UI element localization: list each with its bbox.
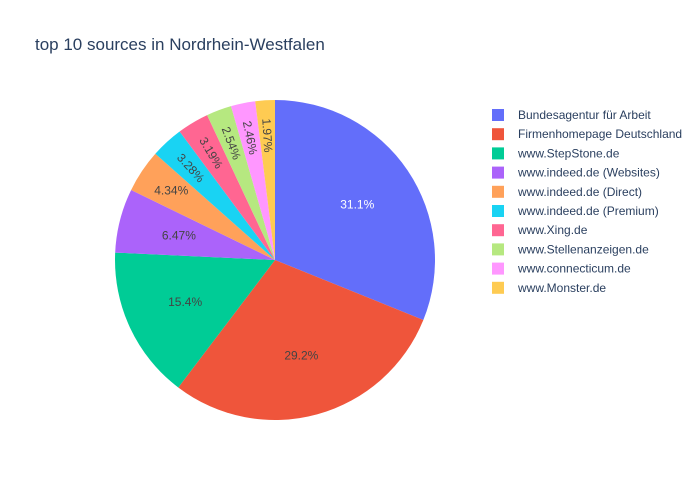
pie-slice-bundesagentur-f-r-arbeit[interactable]: [275, 100, 436, 320]
legend-swatch: [492, 281, 504, 294]
legend-swatch: [492, 185, 504, 198]
pie-slice-firmenhomepage-deutschland[interactable]: [178, 260, 424, 421]
chart-title: top 10 sources in Nordrhein-Westfalen: [35, 35, 325, 54]
legend-swatch: [492, 128, 504, 141]
slice-label-firmenhomepage-deutschland: 29.2%: [284, 349, 318, 363]
legend-swatch: [492, 243, 504, 256]
legend-item-www-monster-de[interactable]: www.Monster.de: [492, 281, 606, 295]
legend-label: www.indeed.de (Websites): [517, 166, 660, 180]
pie-slice-www-xing-de[interactable]: [179, 115, 275, 261]
pie-slice-www-indeed-de-websites[interactable]: [115, 189, 275, 260]
legend-item-www-indeed-de-premium[interactable]: www.indeed.de (Premium): [492, 204, 659, 218]
legend-item-www-indeed-de-direct[interactable]: www.indeed.de (Direct): [492, 185, 642, 199]
pie-slices: [115, 100, 436, 421]
pie-slice-www-connecticum-de[interactable]: [231, 101, 275, 260]
pie-slice-www-stepstone-de[interactable]: [115, 252, 275, 388]
legend-item-www-xing-de[interactable]: www.Xing.de: [492, 223, 588, 237]
slice-label-www-indeed-de-direct: 4.34%: [154, 184, 188, 198]
legend-item-www-stepstone-de[interactable]: www.StepStone.de: [492, 146, 620, 160]
slice-label-www-connecticum-de: 2.46%: [240, 120, 261, 156]
slice-label-bundesagentur-f-r-arbeit: 31.1%: [340, 198, 374, 212]
pie-slice-www-indeed-de-direct[interactable]: [131, 153, 275, 260]
legend-swatch: [492, 262, 504, 275]
slice-label-www-monster-de: 1.97%: [259, 118, 275, 153]
legend-label: www.indeed.de (Direct): [517, 185, 642, 199]
legend-swatch: [492, 166, 504, 179]
legend-item-www-indeed-de-websites[interactable]: www.indeed.de (Websites): [492, 166, 660, 180]
legend-swatch: [492, 147, 504, 160]
slice-label-www-stepstone-de: 15.4%: [168, 295, 202, 309]
legend-item-firmenhomepage-deutschland[interactable]: Firmenhomepage Deutschland: [492, 127, 682, 141]
legend-swatch: [492, 109, 504, 121]
legend-swatch: [492, 224, 504, 237]
legend-label: www.Stellenanzeigen.de: [517, 242, 649, 256]
legend-label: Bundesagentur für Arbeit: [518, 108, 651, 122]
legend-label: www.Monster.de: [517, 281, 606, 295]
legend-swatch: [492, 205, 504, 217]
pie-slice-www-indeed-de-premium[interactable]: [155, 131, 275, 260]
slice-label-www-indeed-de-websites: 6.47%: [162, 228, 196, 242]
pie-slice-www-monster-de[interactable]: [255, 100, 275, 260]
legend-label: www.indeed.de (Premium): [517, 204, 659, 218]
legend-item-www-stellenanzeigen-de[interactable]: www.Stellenanzeigen.de: [492, 242, 649, 256]
legend-item-bundesagentur-f-r-arbeit[interactable]: Bundesagentur für Arbeit: [492, 108, 651, 122]
legend-label: www.connecticum.de: [517, 262, 631, 276]
legend-label: www.Xing.de: [517, 223, 588, 237]
pie-slice-www-stellenanzeigen-de[interactable]: [207, 106, 275, 260]
legend: Bundesagentur für Arbeit Firmenhomepage D…: [492, 108, 682, 295]
legend-label: www.StepStone.de: [517, 146, 620, 160]
legend-label: Firmenhomepage Deutschland: [518, 127, 682, 141]
legend-item-www-connecticum-de[interactable]: www.connecticum.de: [492, 262, 631, 276]
